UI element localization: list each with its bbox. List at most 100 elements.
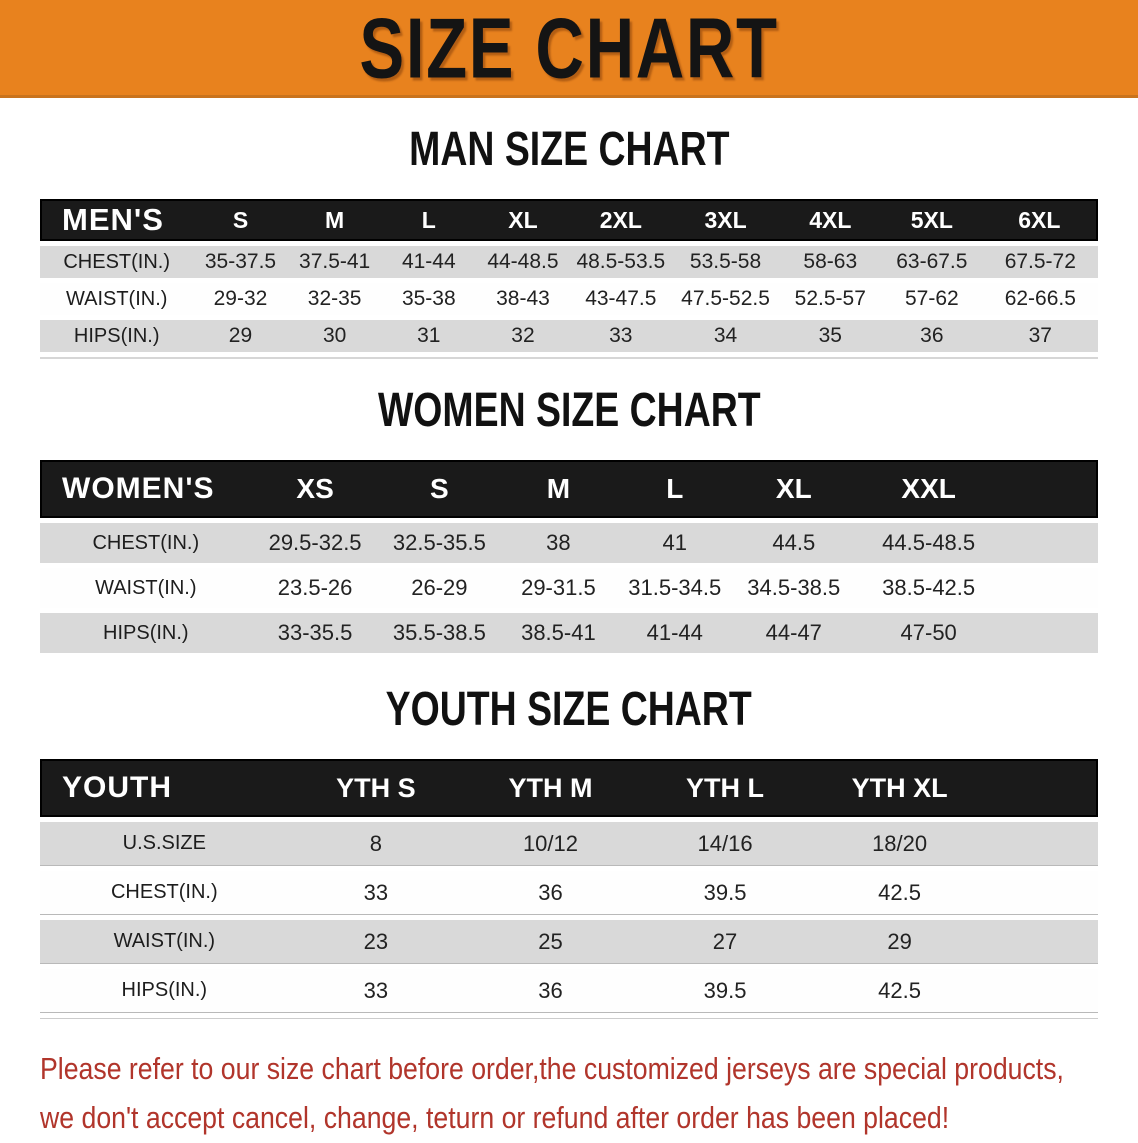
column-header: XXL	[854, 460, 1003, 518]
column-header: L	[616, 460, 733, 518]
table-cell: 23	[288, 920, 464, 964]
table-cell: 39.5	[637, 969, 813, 1013]
column-header: XS	[251, 460, 379, 518]
cell-spacer	[1002, 613, 1098, 653]
table-cell: 38.5-42.5	[854, 568, 1003, 608]
table-cell: 31.5-34.5	[616, 568, 733, 608]
row-label: U.S.SIZE	[40, 822, 289, 866]
mens-waist-row: WAIST(IN.) 29-32 32-35 35-38 38-43 43-47…	[40, 283, 1098, 315]
table-cell: 42.5	[812, 871, 987, 915]
cell-spacer	[1002, 568, 1098, 608]
table-cell: 42.5	[812, 969, 987, 1013]
table-cell: 35-38	[381, 283, 476, 315]
column-header: M	[500, 460, 617, 518]
column-header: 2XL	[570, 199, 672, 241]
table-cell: 34	[671, 320, 780, 352]
table-cell: 32-35	[287, 283, 382, 315]
table-cell: 43-47.5	[570, 283, 672, 315]
table-cell: 38	[500, 523, 617, 563]
row-label: WAIST(IN.)	[40, 568, 252, 608]
table-cell: 33	[288, 871, 464, 915]
table-cell: 48.5-53.5	[570, 246, 672, 278]
table-cell: 47.5-52.5	[671, 283, 780, 315]
mens-hips-row: HIPS(IN.) 29 30 31 32 33 34 35 36 37	[40, 320, 1098, 352]
table-cell: 47-50	[854, 613, 1003, 653]
cell-spacer	[986, 822, 1098, 866]
header-spacer	[1002, 460, 1098, 518]
table-cell: 44.5-48.5	[854, 523, 1003, 563]
table-cell: 34.5-38.5	[732, 568, 855, 608]
table-cell: 63-67.5	[881, 246, 983, 278]
women-section-heading-text: WOMEN SIZE CHART	[377, 384, 761, 437]
youth-section-heading-text: YOUTH SIZE CHART	[385, 683, 753, 736]
row-label: CHEST(IN.)	[40, 523, 252, 563]
table-cell: 35-37.5	[193, 246, 288, 278]
row-label: HIPS(IN.)	[40, 969, 289, 1013]
table-cell: 37	[982, 320, 1098, 352]
column-header: 4XL	[779, 199, 882, 241]
table-cell: 27	[637, 920, 813, 964]
youth-ussize-row: U.S.SIZE 8 10/12 14/16 18/20	[40, 822, 1098, 866]
mens-group-label: MEN'S	[40, 199, 194, 241]
table-cell: 29.5-32.5	[251, 523, 379, 563]
column-header: YTH S	[288, 759, 464, 817]
youth-group-label: YOUTH	[40, 759, 289, 817]
table-cell: 41	[616, 523, 733, 563]
table-cell: 23.5-26	[251, 568, 379, 608]
table-cell: 29	[193, 320, 288, 352]
column-header: 5XL	[881, 199, 983, 241]
table-cell: 31	[381, 320, 476, 352]
footer-line-1: Please refer to our size chart before or…	[40, 1051, 1064, 1086]
youth-header-row: YOUTH YTH S YTH M YTH L YTH XL	[40, 759, 1098, 817]
table-cell: 41-44	[616, 613, 733, 653]
table-cell: 33	[570, 320, 672, 352]
womens-header-row: WOMEN'S XS S M L XL XXL	[40, 460, 1098, 518]
man-section-heading-text: MAN SIZE CHART	[408, 123, 730, 176]
table-cell: 29-31.5	[500, 568, 617, 608]
table-cell: 25	[463, 920, 638, 964]
banner-title: SIZE CHART	[359, 0, 779, 96]
table-cell: 52.5-57	[779, 283, 882, 315]
table-cell: 29-32	[193, 283, 288, 315]
table-cell: 38-43	[475, 283, 571, 315]
table-cell: 36	[881, 320, 983, 352]
youth-hips-row: HIPS(IN.) 33 36 39.5 42.5	[40, 969, 1098, 1013]
womens-group-label: WOMEN'S	[40, 460, 252, 518]
womens-waist-row: WAIST(IN.) 23.5-26 26-29 29-31.5 31.5-34…	[40, 568, 1098, 608]
table-cell: 44.5	[732, 523, 855, 563]
banner: SIZE CHART	[0, 0, 1138, 98]
table-cell: 33	[288, 969, 464, 1013]
cell-spacer	[1002, 523, 1098, 563]
column-header: 3XL	[671, 199, 780, 241]
youth-chest-row: CHEST(IN.) 33 36 39.5 42.5	[40, 871, 1098, 915]
column-header: S	[193, 199, 288, 241]
table-cell: 10/12	[463, 822, 638, 866]
row-label: WAIST(IN.)	[40, 283, 194, 315]
table-cell: 38.5-41	[500, 613, 617, 653]
row-label: HIPS(IN.)	[40, 320, 194, 352]
table-cell: 53.5-58	[671, 246, 780, 278]
column-header: 6XL	[982, 199, 1098, 241]
table-cell: 35.5-38.5	[378, 613, 501, 653]
footer-note: Please refer to our size chart before or…	[40, 1045, 1138, 1143]
mens-chest-row: CHEST(IN.) 35-37.5 37.5-41 41-44 44-48.5…	[40, 246, 1098, 278]
youth-waist-row: WAIST(IN.) 23 25 27 29	[40, 920, 1098, 964]
table-cell: 39.5	[637, 871, 813, 915]
womens-chest-row: CHEST(IN.) 29.5-32.5 32.5-35.5 38 41 44.…	[40, 523, 1098, 563]
table-cell: 44-48.5	[475, 246, 571, 278]
column-header: YTH XL	[812, 759, 987, 817]
table-cell: 14/16	[637, 822, 813, 866]
column-header: YTH M	[463, 759, 638, 817]
header-spacer	[986, 759, 1098, 817]
column-header: M	[287, 199, 382, 241]
table-cell: 8	[288, 822, 464, 866]
table-cell: 29	[812, 920, 987, 964]
table-cell: 58-63	[779, 246, 882, 278]
table-cell: 41-44	[381, 246, 476, 278]
column-header: L	[381, 199, 476, 241]
womens-hips-row: HIPS(IN.) 33-35.5 35.5-38.5 38.5-41 41-4…	[40, 613, 1098, 653]
table-cell: 32	[475, 320, 571, 352]
footer-line-2: we don't accept cancel, change, teturn o…	[40, 1099, 950, 1135]
row-label: WAIST(IN.)	[40, 920, 289, 964]
cell-spacer	[986, 969, 1098, 1013]
